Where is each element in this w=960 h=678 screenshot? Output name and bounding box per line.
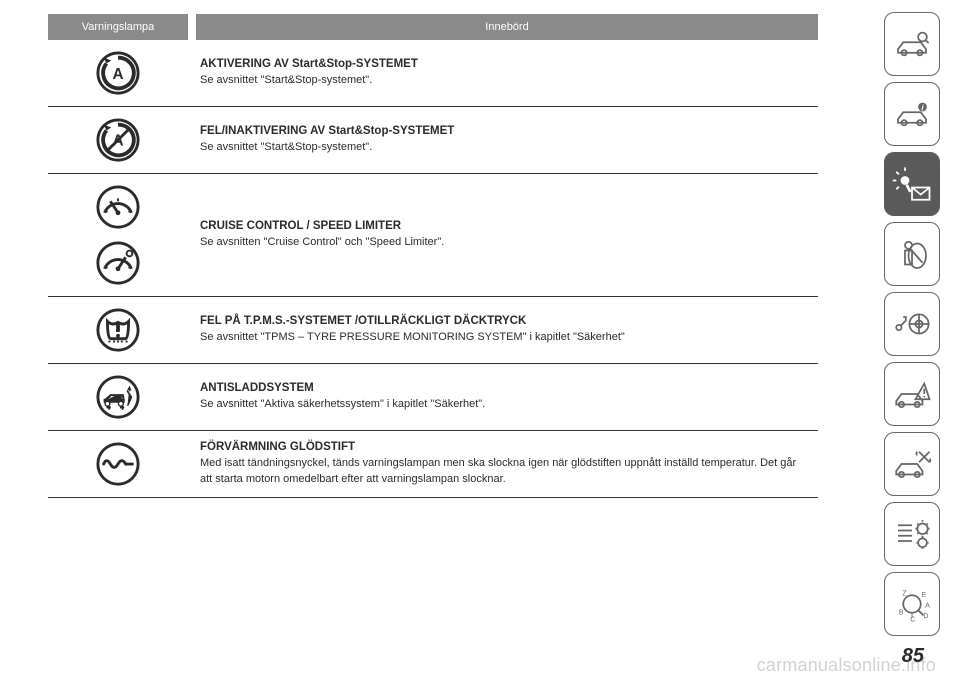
- row-title: FEL PÅ T.P.M.S.-SYSTEMET /OTILLRÄCKLIGT …: [200, 315, 810, 327]
- table-row: FÖRVÄRMNING GLÖDSTIFT Med isatt tändning…: [48, 431, 818, 498]
- row-title: ANTISLADDSYSTEM: [200, 382, 810, 394]
- glow-plug-icon: [95, 441, 141, 487]
- icon-cell: [48, 374, 188, 420]
- tab-warning-lights[interactable]: [884, 152, 940, 216]
- tab-starting[interactable]: [884, 292, 940, 356]
- row-title: AKTIVERING AV Start&Stop-SYSTEMET: [200, 58, 810, 70]
- row-sub: Med isatt tändningsnyckel, tänds varning…: [200, 456, 810, 487]
- text-cell: ANTISLADDSYSTEM Se avsnittet "Aktiva säk…: [188, 382, 818, 412]
- row-sub: Se avsnittet "Start&Stop-systemet".: [200, 73, 810, 88]
- table-header: Varningslampa Innebörd: [48, 14, 818, 40]
- icon-cell: [48, 184, 188, 286]
- row-sub: Se avsnitten "Cruise Control" och "Speed…: [200, 235, 810, 250]
- table-row: FEL PÅ T.P.M.S.-SYSTEMET /OTILLRÄCKLIGT …: [48, 297, 818, 364]
- speed-limiter-icon: [95, 240, 141, 286]
- text-cell: AKTIVERING AV Start&Stop-SYSTEMET Se avs…: [188, 58, 818, 88]
- table-row: CRUISE CONTROL / SPEED LIMITER Se avsnit…: [48, 174, 818, 297]
- text-cell: FÖRVÄRMNING GLÖDSTIFT Med isatt tändning…: [188, 441, 818, 487]
- row-sub: Se avsnittet "Start&Stop-systemet".: [200, 140, 810, 155]
- watermark: carmanualsonline.info: [757, 655, 936, 676]
- text-cell: CRUISE CONTROL / SPEED LIMITER Se avsnit…: [188, 220, 818, 250]
- tab-info[interactable]: i: [884, 82, 940, 146]
- svg-text:C: C: [910, 617, 915, 624]
- icon-cell: A: [48, 50, 188, 96]
- header-right: Innebörd: [196, 14, 818, 40]
- tab-safety[interactable]: [884, 222, 940, 286]
- tpms-icon: [95, 307, 141, 353]
- row-title: FEL/INAKTIVERING AV Start&Stop-SYSTEMET: [200, 125, 810, 137]
- text-cell: FEL PÅ T.P.M.S.-SYSTEMET /OTILLRÄCKLIGT …: [188, 315, 818, 345]
- table-row: A AKTIVERING AV Start&Stop-SYSTEMET Se a…: [48, 40, 818, 107]
- icon-cell: [48, 441, 188, 487]
- tab-overview[interactable]: [884, 12, 940, 76]
- document-page: Varningslampa Innebörd A AKTIVERING AV S…: [48, 14, 818, 498]
- section-rail: i Z EAD CB: [884, 12, 940, 636]
- cruise-control-icon: [95, 184, 141, 230]
- tab-technical[interactable]: [884, 502, 940, 566]
- icon-cell: [48, 307, 188, 353]
- svg-text:E: E: [922, 592, 927, 599]
- row-sub: Se avsnittet "TPMS – TYRE PRESSURE MONIT…: [200, 330, 810, 345]
- table-row: ANTISLADDSYSTEM Se avsnittet "Aktiva säk…: [48, 364, 818, 431]
- svg-text:D: D: [923, 613, 928, 620]
- svg-text:A: A: [925, 603, 930, 610]
- antiskid-icon: [95, 374, 141, 420]
- svg-text:B: B: [899, 610, 904, 617]
- row-title: CRUISE CONTROL / SPEED LIMITER: [200, 220, 810, 232]
- start-stop-on-icon: A: [95, 50, 141, 96]
- svg-text:A: A: [112, 66, 123, 83]
- tab-index[interactable]: Z EAD CB: [884, 572, 940, 636]
- start-stop-off-icon: A: [95, 117, 141, 163]
- row-sub: Se avsnittet "Aktiva säkerhetssystem" i …: [200, 397, 810, 412]
- header-left: Varningslampa: [48, 14, 188, 40]
- svg-text:Z: Z: [902, 590, 907, 597]
- icon-cell: A: [48, 117, 188, 163]
- row-title: FÖRVÄRMNING GLÖDSTIFT: [200, 441, 810, 453]
- text-cell: FEL/INAKTIVERING AV Start&Stop-SYSTEMET …: [188, 125, 818, 155]
- tab-emergency[interactable]: [884, 362, 940, 426]
- table-row: A FEL/INAKTIVERING AV Start&Stop-SYSTEME…: [48, 107, 818, 174]
- tab-service[interactable]: [884, 432, 940, 496]
